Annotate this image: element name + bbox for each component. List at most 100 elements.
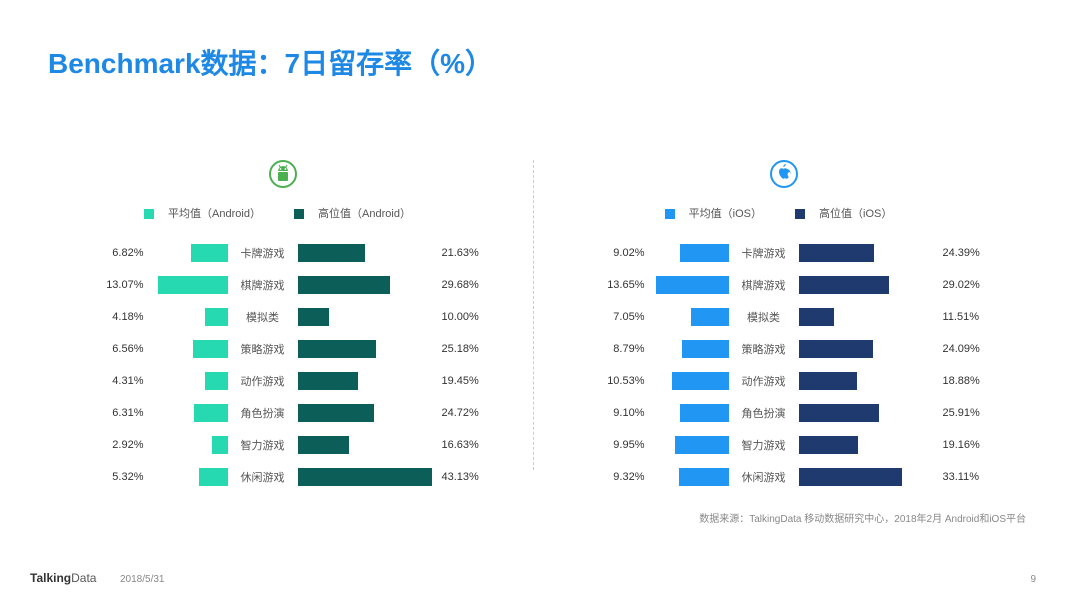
page-number: 9 (1030, 574, 1036, 585)
chart-row: 5.32%休闲游戏43.13% (58, 461, 508, 493)
avg-value-label: 6.82% (58, 247, 148, 259)
page-title: Benchmark数据：7日留存率（%） (48, 42, 493, 82)
chart-row: 4.18%模拟类10.00% (58, 301, 508, 333)
category-label: 策略游戏 (729, 341, 799, 357)
android-rows: 6.82%卡牌游戏21.63%13.07%棋牌游戏29.68%4.18%模拟类1… (58, 237, 508, 493)
chart-row: 6.56%策略游戏25.18% (58, 333, 508, 365)
high-bar (298, 244, 365, 262)
source-note: 数据来源：TalkingData 移动数据研究中心，2018年2月 Androi… (699, 510, 1026, 525)
high-value-label: 33.11% (939, 471, 999, 483)
category-label: 卡牌游戏 (228, 245, 298, 261)
high-value-label: 18.88% (939, 375, 999, 387)
avg-value-label: 6.31% (58, 407, 148, 419)
avg-bar-cell (649, 372, 729, 390)
avg-value-label: 10.53% (559, 375, 649, 387)
avg-bar (672, 372, 728, 390)
high-bar-cell (799, 244, 939, 262)
avg-bar-cell (148, 308, 228, 326)
legend-avg-label: 平均值（Android） (168, 208, 261, 220)
high-bar-cell (799, 308, 939, 326)
high-value-label: 10.00% (438, 311, 498, 323)
ios-chart-panel: 平均值（iOS） 高位值（iOS） 9.02%卡牌游戏24.39%13.65%棋… (559, 160, 1009, 493)
chart-row: 4.31%动作游戏19.45% (58, 365, 508, 397)
high-bar-cell (298, 276, 438, 294)
high-value-label: 19.16% (939, 439, 999, 451)
chart-row: 10.53% 动作游戏 18.88% (559, 365, 1009, 397)
avg-value-label: 8.79% (559, 343, 649, 355)
avg-bar (680, 404, 729, 422)
high-value-label: 25.18% (438, 343, 498, 355)
avg-bar-cell (148, 372, 228, 390)
high-bar-cell (298, 308, 438, 326)
high-value-label: 24.39% (939, 247, 999, 259)
category-label: 角色扮演 (729, 405, 799, 421)
avg-value-label: 2.92% (58, 439, 148, 451)
chart-row: 13.07%棋牌游戏29.68% (58, 269, 508, 301)
ios-legend: 平均值（iOS） 高位值（iOS） (559, 205, 1009, 221)
high-bar (799, 468, 902, 486)
chart-row: 8.79% 策略游戏 24.09% (559, 333, 1009, 365)
category-label: 角色扮演 (228, 405, 298, 421)
category-label: 智力游戏 (228, 437, 298, 453)
high-bar (799, 244, 875, 262)
high-bar (298, 308, 329, 326)
chart-row: 6.31% 角色扮演 24.72% (58, 397, 508, 429)
avg-bar-cell (148, 340, 228, 358)
category-label: 休闲游戏 (729, 469, 799, 485)
chart-row: 9.95%智力游戏19.16% (559, 429, 1009, 461)
category-label: 动作游戏 (729, 373, 799, 389)
charts-container: 平均值（Android） 高位值（Android） 6.82% 卡牌游戏 21.63… (0, 160, 1066, 493)
high-bar (298, 340, 376, 358)
high-bar-cell (298, 404, 438, 422)
high-bar (298, 276, 390, 294)
high-value-label: 24.09% (939, 343, 999, 355)
category-label: 智力游戏 (729, 437, 799, 453)
high-bar (799, 404, 880, 422)
avg-bar (682, 340, 729, 358)
avg-bar-cell (148, 276, 228, 294)
legend-high-label: 高位值（Android） (318, 208, 411, 220)
avg-bar (691, 308, 729, 326)
chart-row: 9.32%休闲游戏33.11% (559, 461, 1009, 493)
high-value-label: 21.63% (438, 247, 498, 259)
avg-bar-cell (148, 244, 228, 262)
high-value-label: 29.02% (939, 279, 999, 291)
chart-row: 13.65%棋牌游戏29.02% (559, 269, 1009, 301)
high-bar (298, 372, 359, 390)
category-label: 模拟类 (228, 309, 298, 325)
high-bar (298, 404, 375, 422)
high-value-label: 25.91% (939, 407, 999, 419)
high-value-label: 19.45% (438, 375, 498, 387)
avg-value-label: 13.07% (58, 279, 148, 291)
android-chart-panel: 平均值（Android） 高位值（Android） 6.82% 卡牌游戏 21.63… (58, 160, 508, 493)
high-bar-cell (298, 244, 438, 262)
category-label: 休闲游戏 (228, 469, 298, 485)
panel-divider (533, 160, 534, 470)
avg-bar-cell (649, 244, 729, 262)
high-bar-cell (298, 340, 438, 358)
avg-bar (194, 404, 228, 422)
high-bar (298, 436, 350, 454)
avg-value-label: 9.02% (559, 247, 649, 259)
high-bar-cell (298, 436, 438, 454)
high-bar (298, 468, 432, 486)
high-bar-cell (799, 404, 939, 422)
avg-bar (675, 436, 728, 454)
high-bar-cell (298, 372, 438, 390)
high-value-label: 24.72% (438, 407, 498, 419)
avg-bar-cell (148, 404, 228, 422)
high-bar (799, 436, 859, 454)
avg-bar-cell (148, 468, 228, 486)
high-bar-cell (799, 372, 939, 390)
avg-bar (680, 244, 728, 262)
avg-bar (212, 436, 228, 454)
avg-bar-cell (649, 468, 729, 486)
avg-value-label: 5.32% (58, 471, 148, 483)
avg-bar (205, 308, 227, 326)
android-icon (58, 160, 508, 193)
high-bar-cell (799, 276, 939, 294)
avg-bar (679, 468, 729, 486)
avg-bar-cell (148, 436, 228, 454)
ios-rows: 9.02%卡牌游戏24.39%13.65%棋牌游戏29.02%7.05%模拟类1… (559, 237, 1009, 493)
ios-icon (559, 160, 1009, 193)
